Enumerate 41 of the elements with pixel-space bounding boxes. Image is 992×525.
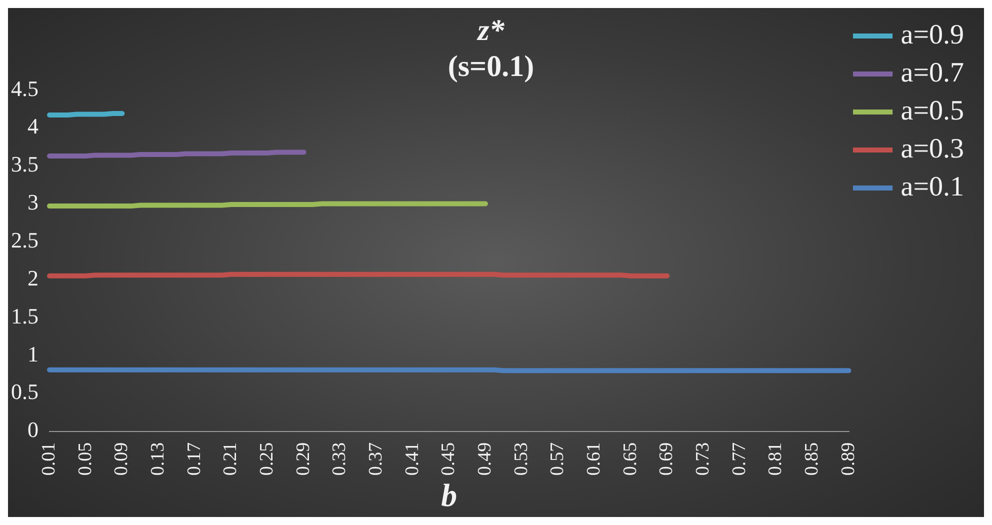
x-tick-label: 0.37 [365, 442, 386, 476]
x-tick-label: 0.53 [510, 442, 532, 476]
y-tick-label: 3 [28, 190, 38, 215]
x-tick-label: 0.17 [184, 442, 205, 476]
y-tick-label: 2.5 [11, 227, 38, 252]
x-tick-label: 0.21 [220, 442, 242, 476]
legend-label: a=0.7 [900, 57, 964, 88]
x-tick-label: 0.29 [292, 442, 314, 476]
x-tick-label: 0.61 [583, 442, 604, 476]
x-tick-label: 0.45 [438, 442, 460, 476]
y-tick-label: 4.5 [11, 76, 38, 101]
legend-label: a=0.5 [900, 95, 964, 126]
x-axis-title: b [441, 477, 458, 514]
legend-label: a=0.9 [900, 19, 964, 50]
x-tick-label: 0.09 [111, 442, 132, 476]
chart-subtitle: (s=0.1) [448, 50, 534, 83]
y-tick-label: 0 [28, 417, 38, 442]
x-tick-label: 0.25 [256, 442, 278, 476]
y-tick-label: 4 [28, 114, 38, 139]
x-tick-label: 0.05 [74, 442, 96, 476]
x-tick-label: 0.33 [329, 442, 350, 476]
x-tick-label: 0.01 [38, 442, 60, 476]
x-tick-label: 0.73 [692, 442, 714, 476]
y-tick-label: 1.5 [11, 303, 38, 328]
x-tick-label: 0.49 [474, 442, 496, 476]
x-tick-label: 0.57 [547, 442, 568, 476]
y-tick-label: 2 [28, 265, 38, 290]
legend-label: a=0.3 [900, 133, 964, 164]
x-tick-label: 0.81 [765, 442, 786, 476]
legend-label: a=0.1 [900, 171, 964, 202]
chart-title: z* [476, 14, 506, 47]
x-tick-label: 0.65 [620, 442, 641, 476]
x-tick-label: 0.89 [838, 442, 859, 476]
x-tick-label: 0.41 [402, 442, 423, 476]
y-tick-label: 0.5 [11, 379, 38, 404]
x-tick-label: 0.77 [728, 442, 750, 476]
x-tick-label: 0.69 [656, 442, 678, 476]
x-tick-label: 0.13 [147, 442, 168, 476]
y-tick-label: 3.5 [11, 152, 38, 177]
y-tick-label: 1 [28, 341, 38, 366]
x-tick-label: 0.85 [801, 442, 822, 476]
